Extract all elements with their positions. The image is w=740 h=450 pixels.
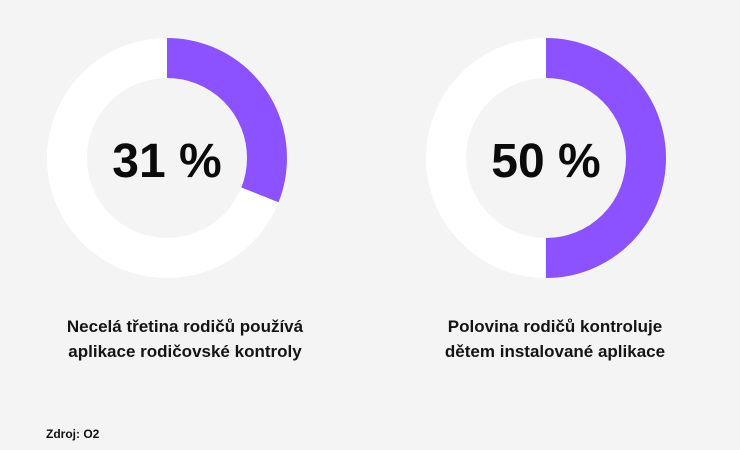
caption-2: Polovina rodičů kontroluje dětem instalo…	[370, 314, 740, 364]
donut-chart-1: 31 %	[47, 38, 287, 278]
donut-segment-1	[47, 38, 287, 278]
source-note: Zdroj: O2	[46, 427, 100, 441]
caption-1-line-2: aplikace rodičovské kontroly	[68, 342, 302, 361]
chart-panel-1: 31 % Necelá třetina rodičů používá aplik…	[0, 0, 370, 400]
chart-panel-2: 50 % Polovina rodičů kontroluje dětem in…	[370, 0, 740, 400]
donut-segment-2	[426, 38, 666, 278]
caption-1: Necelá třetina rodičů používá aplikace r…	[0, 314, 370, 364]
donut-chart-2: 50 %	[426, 38, 666, 278]
percent-label-1: 31 %	[112, 135, 221, 188]
caption-2-line-2: dětem instalované aplikace	[444, 342, 666, 361]
percent-label-2: 50 %	[491, 135, 600, 188]
caption-1-line-1: Necelá třetina rodičů používá	[66, 317, 304, 336]
caption-2-line-1: Polovina rodičů kontroluje	[447, 317, 663, 336]
